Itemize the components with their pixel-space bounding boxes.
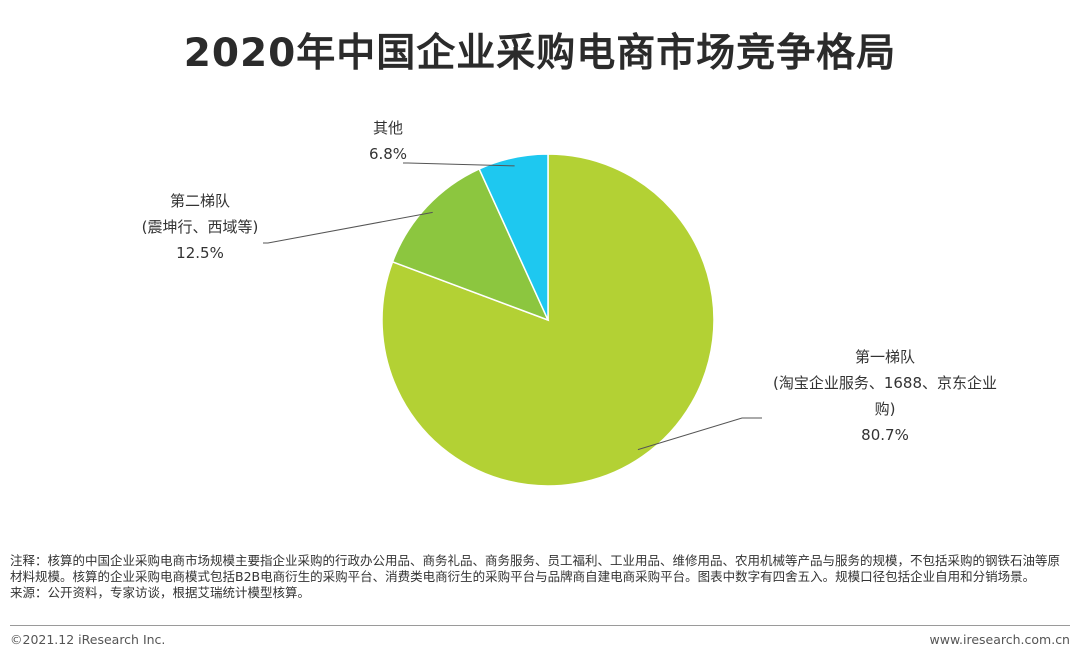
slice-name-label-1: 第一梯队: [855, 348, 915, 366]
chart-title: 2020年中国企业采购电商市场竞争格局: [183, 31, 897, 76]
slice-value-label-2: 12.5%: [176, 244, 224, 262]
source-text: 来源：公开资料，专家访谈，根据艾瑞统计模型核算。: [10, 585, 311, 600]
footer-website: www.iresearch.com.cn: [929, 632, 1071, 647]
note-text: 注释：核算的中国企业采购电商市场规模主要指企业采购的行政办公用品、商务礼品、商务…: [10, 553, 1061, 584]
slice-name-label-2: 第二梯队: [170, 192, 230, 210]
footer-divider: [10, 625, 1070, 626]
slice-value-label-1: 80.7%: [861, 426, 909, 444]
slice-name-label-3: 其他: [373, 119, 403, 137]
leader-line-1: [637, 417, 762, 451]
leader-line-3: [403, 162, 515, 167]
pie-slice-3: [478, 153, 549, 321]
leader-line-2: [263, 211, 433, 244]
footer-copyright: ©2021.12 iResearch Inc.: [10, 632, 166, 647]
slice-value-label-3: 6.8%: [369, 145, 407, 163]
slice-name-label-2: (震坤行、西域等): [142, 218, 259, 236]
notes: 注释：核算的中国企业采购电商市场规模主要指企业采购的行政办公用品、商务礼品、商务…: [10, 553, 1070, 601]
slice-name-label-1: (淘宝企业服务、1688、京东企业: [773, 374, 997, 392]
pie-slice-2: [391, 167, 550, 322]
slice-name-label-1: 购): [875, 400, 896, 418]
